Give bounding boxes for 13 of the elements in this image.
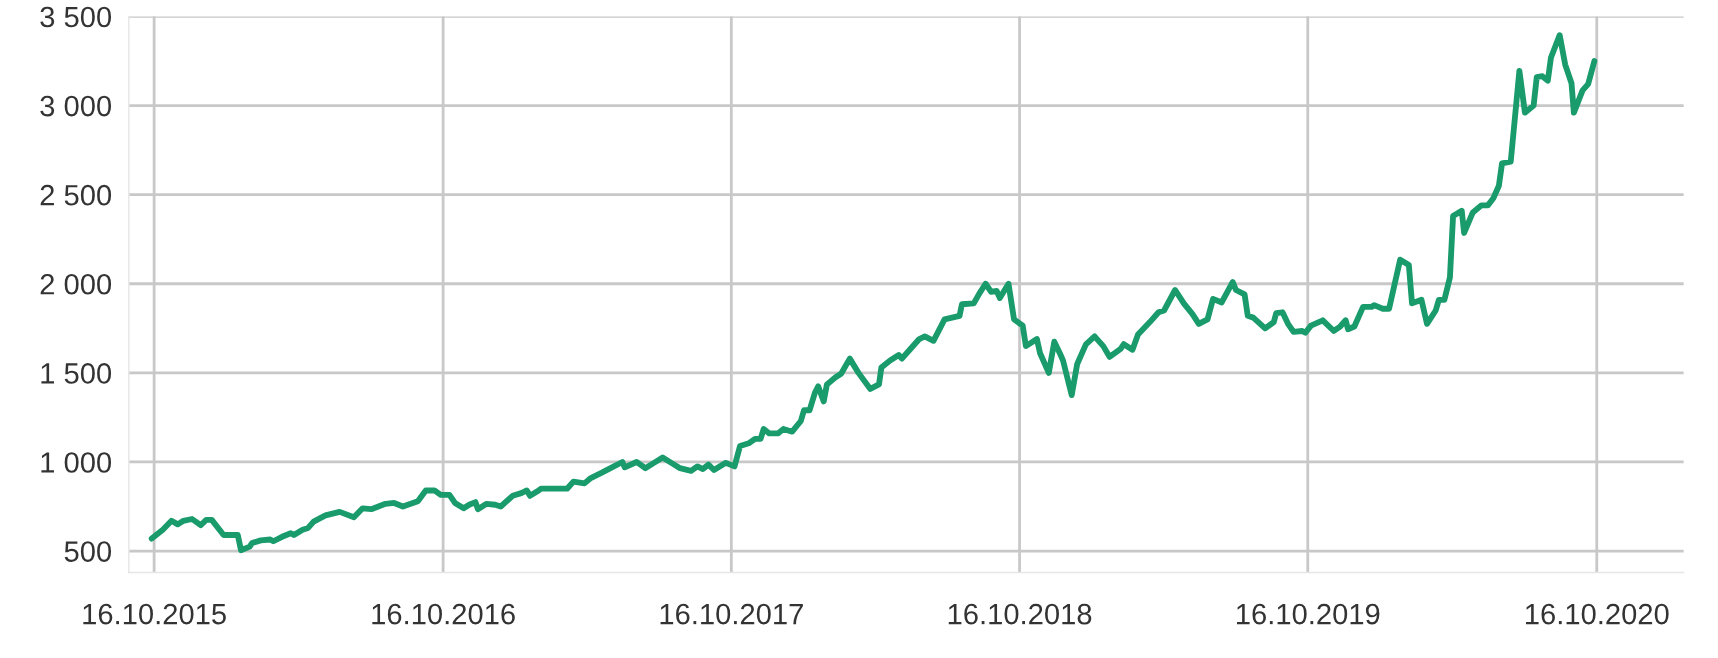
y-tick-label: 1 000 <box>41 452 112 473</box>
x-tick-label: 16.10.2016 <box>372 603 515 625</box>
y-tick-label: 2 000 <box>40 273 112 295</box>
x-tick-label: 16.10.2017 <box>660 603 803 625</box>
y-tick-label: 2 500 <box>40 184 112 206</box>
y-tick-label: 1 500 <box>41 363 112 384</box>
y-tick-label: 500 <box>64 541 112 562</box>
x-tick-label: 16.10.2015 <box>83 603 226 625</box>
y-tick-label: 3 000 <box>40 95 112 117</box>
x-tick-label: 16.10.2020 <box>1526 603 1669 625</box>
y-tick-label: 3 500 <box>40 6 112 28</box>
x-tick-label: 16.10.2018 <box>948 603 1092 625</box>
x-tick-label: 16.10.2019 <box>1237 603 1380 625</box>
